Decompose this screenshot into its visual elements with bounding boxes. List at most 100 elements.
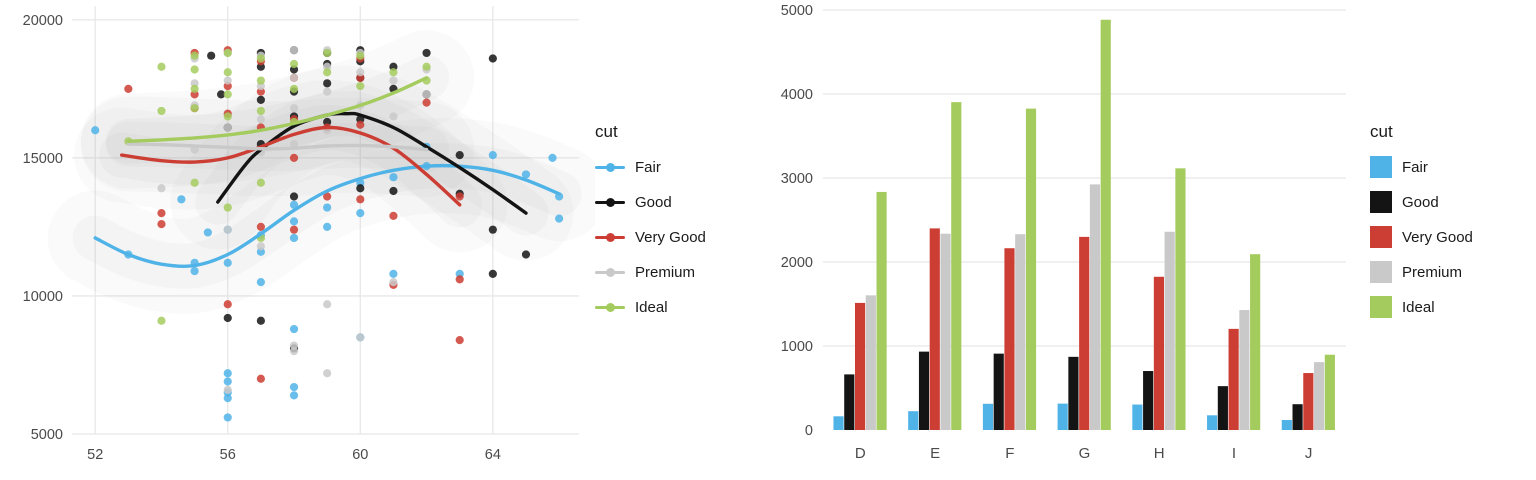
legend-item-label: Ideal: [1402, 298, 1435, 316]
swatch-square-icon: [1370, 191, 1392, 213]
swatch-square-icon: [1370, 226, 1392, 248]
svg-text:64: 64: [485, 447, 501, 463]
confidence-ribbons: [47, 30, 595, 314]
bar-e-fair: [908, 411, 919, 430]
bar-j-fair: [1281, 420, 1292, 430]
bar-e-premium: [940, 233, 951, 430]
bar-d-premium: [865, 295, 876, 430]
bar-i-premium: [1239, 310, 1250, 430]
line-point-key-icon: [595, 156, 625, 178]
legend-item-premium: Premium: [1370, 261, 1536, 283]
bar-g-ideal: [1100, 19, 1111, 431]
legend-item-fair: Fair: [1370, 156, 1536, 178]
svg-text:G: G: [1079, 445, 1091, 462]
bar-h-ideal: [1175, 168, 1186, 430]
svg-text:20000: 20000: [23, 13, 63, 29]
bar-f-very-good: [1004, 248, 1015, 430]
legend-item-premium: Premium: [595, 261, 745, 283]
legend-item-good: Good: [1370, 191, 1536, 213]
scatter-plot: 5000 10000 15000 20000 52 56 60 64: [23, 6, 595, 463]
bar-f-good: [993, 353, 1004, 430]
bar-d-good: [844, 374, 855, 430]
svg-text:D: D: [855, 445, 866, 462]
legend-item-label: Fair: [1402, 158, 1428, 176]
bar-d-ideal: [876, 191, 887, 430]
bar-j-ideal: [1324, 354, 1335, 430]
bar-f-fair: [982, 403, 994, 430]
bar-g-fair: [1057, 403, 1068, 430]
svg-text:5000: 5000: [781, 3, 813, 19]
swatch-square-icon: [1370, 296, 1392, 318]
smooth-line-very-good: [120, 125, 462, 207]
bar-h-premium: [1164, 231, 1175, 430]
svg-text:15000: 15000: [23, 151, 63, 167]
bar-d-very-good: [854, 302, 866, 430]
line-point-key-icon: [595, 191, 625, 213]
bar-j-premium: [1314, 362, 1325, 430]
legend-title: cut: [1370, 122, 1393, 141]
legend-item-fair: Fair: [595, 156, 745, 178]
bar-g-good: [1068, 356, 1079, 430]
svg-text:5000: 5000: [31, 427, 63, 443]
legend-item-ideal: Ideal: [595, 296, 745, 318]
legend-item-ideal: Ideal: [1370, 296, 1536, 318]
svg-text:60: 60: [352, 447, 368, 463]
bar-f-premium: [1015, 234, 1026, 430]
svg-text:3000: 3000: [781, 171, 813, 187]
bar-i-good: [1217, 386, 1228, 430]
svg-text:4000: 4000: [781, 87, 813, 103]
smooth-line-good: [216, 111, 528, 215]
svg-text:56: 56: [220, 447, 236, 463]
legend-item-label: Premium: [635, 263, 696, 281]
bar-i-ideal: [1250, 254, 1261, 430]
scatter-legend: cut Fair Good Very Good Premium Ideal: [595, 0, 745, 480]
bar-d-fair: [833, 416, 844, 430]
bar-h-very-good: [1153, 276, 1164, 430]
bar-legend: cut Fair Good Very Good Premium Ideal: [1370, 0, 1536, 480]
svg-text:0: 0: [805, 423, 813, 439]
legend-item-label: Very Good: [1402, 228, 1473, 246]
bar-f-ideal: [1025, 108, 1037, 430]
svg-text:H: H: [1154, 445, 1165, 462]
legend-item-label: Good: [1402, 193, 1439, 211]
legend-item-label: Premium: [1402, 263, 1463, 281]
svg-text:2000: 2000: [781, 255, 813, 271]
svg-text:52: 52: [87, 447, 103, 463]
legend-item-good: Good: [595, 191, 745, 213]
swatch-square-icon: [1370, 261, 1392, 283]
bar-e-very-good: [929, 228, 940, 430]
line-point-key-icon: [595, 261, 625, 283]
smooth-line-ideal: [126, 76, 429, 144]
bar-h-fair: [1132, 404, 1143, 430]
smooth-line-fair: [93, 163, 561, 269]
line-point-key-icon: [595, 296, 625, 318]
series-points-ideal: [124, 48, 431, 325]
bar-g-premium: [1089, 184, 1101, 430]
smooth-line-premium: [126, 142, 429, 152]
bar-i-fair: [1207, 415, 1218, 430]
legend-item-label: Fair: [635, 158, 661, 176]
bar-e-good: [918, 351, 930, 430]
bar-e-ideal: [951, 102, 962, 430]
legend-title: cut: [595, 122, 618, 141]
svg-text:10000: 10000: [23, 289, 63, 305]
bar-j-good: [1292, 404, 1303, 430]
bar-chart: 0 1000 2000 3000 4000 5000 D E F G H I J: [781, 3, 1346, 462]
legend-item-very-good: Very Good: [1370, 226, 1536, 248]
svg-text:1000: 1000: [781, 339, 813, 355]
legend-item-label: Good: [635, 193, 672, 211]
bar-j-very-good: [1303, 373, 1314, 430]
scatter-axis-labels: 5000 10000 15000 20000 52 56 60 64: [23, 13, 501, 463]
swatch-square-icon: [1370, 156, 1392, 178]
svg-text:I: I: [1232, 445, 1236, 462]
legend-item-label: Very Good: [635, 228, 706, 246]
svg-text:J: J: [1305, 445, 1313, 462]
svg-text:F: F: [1005, 445, 1014, 462]
bar-g-very-good: [1079, 236, 1090, 430]
bar-h-good: [1143, 371, 1154, 430]
bar-groups: [833, 19, 1335, 431]
legend-item-label: Ideal: [635, 298, 668, 316]
line-point-key-icon: [595, 226, 625, 248]
legend-item-very-good: Very Good: [595, 226, 745, 248]
